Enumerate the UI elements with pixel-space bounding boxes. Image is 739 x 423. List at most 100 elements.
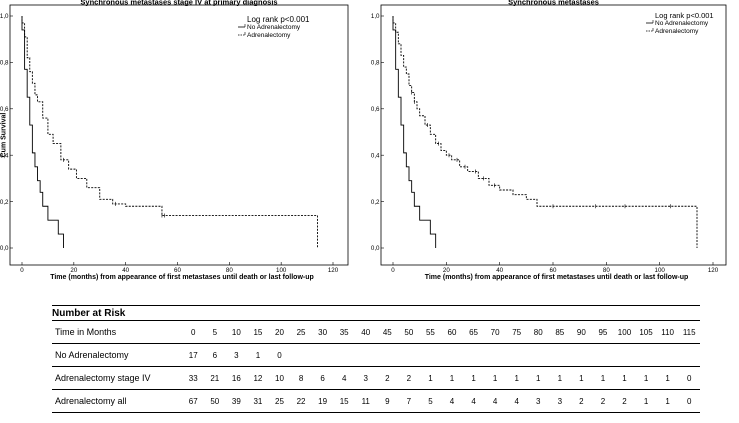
table-cell: 4 bbox=[514, 396, 519, 406]
table-cell: 85 bbox=[555, 327, 565, 337]
table-cell bbox=[484, 344, 506, 367]
number-at-risk-table: Number at Risk Time in Months 0 5 10 15 20 25 30… bbox=[52, 305, 700, 413]
table-cell: 70 bbox=[490, 327, 500, 337]
y-tick-label: 0,6 bbox=[371, 106, 380, 113]
table-cell bbox=[635, 344, 657, 367]
chart-title: Synchronous metastases bbox=[508, 0, 599, 7]
table-cell: 1 bbox=[579, 373, 584, 383]
table-cell: 2 bbox=[600, 396, 606, 406]
table-cell bbox=[463, 344, 485, 367]
table-cell: 3 bbox=[234, 350, 239, 360]
table-cell: 80 bbox=[533, 327, 543, 337]
table-cell: 4 bbox=[492, 396, 498, 406]
plot-frame bbox=[9, 4, 349, 266]
y-tick-label: 0,0 bbox=[371, 245, 380, 252]
table-cell: 4 bbox=[341, 373, 347, 383]
legend-label: No Adrenalectomy bbox=[655, 20, 709, 27]
y-axis-label: Cum Survival bbox=[1, 113, 8, 158]
table-cell bbox=[398, 344, 420, 367]
table-cell: 10 bbox=[275, 373, 284, 383]
table-cell: 25 bbox=[296, 327, 306, 337]
table-cell: 105 bbox=[639, 327, 653, 337]
table-cell: 10 bbox=[231, 327, 241, 337]
table-cell: 1 bbox=[536, 373, 541, 383]
table-cell: 30 bbox=[318, 327, 328, 337]
table-row: No Adrenalectomy 17 6 3 1 0 bbox=[52, 344, 700, 367]
table-cell: 22 bbox=[296, 396, 306, 406]
no-adrenalectomy-curve bbox=[392, 16, 437, 248]
table-cell: 1 bbox=[471, 373, 476, 383]
table-cell: 2 bbox=[579, 396, 584, 406]
table-cell: 21 bbox=[210, 373, 220, 383]
table-cell: 100 bbox=[617, 327, 632, 337]
table-cell: 50 bbox=[404, 327, 414, 337]
y-tick-label: 0,4 bbox=[0, 152, 9, 159]
table-cell: 15 bbox=[339, 396, 349, 406]
table-cell: 12 bbox=[253, 373, 263, 383]
x-tick-label: 0 bbox=[391, 267, 395, 274]
table-row: Adrenalectomy all 67 50 39 31 25 22 19 15 11 9 7 5 4 4… bbox=[52, 390, 700, 413]
legend-label: Adrenalectomy bbox=[247, 32, 291, 39]
table-cell: 35 bbox=[339, 327, 349, 337]
chart-title: Synchronous metastases stage IV at prima… bbox=[80, 0, 277, 7]
table-cell: 3 bbox=[536, 396, 541, 406]
table-cell: 45 bbox=[382, 327, 392, 337]
table-cell: 65 bbox=[469, 327, 478, 337]
log-rank-annotation: Log rank p<0.001 bbox=[247, 15, 310, 24]
table-cell: 40 bbox=[361, 327, 371, 337]
table-cell: 8 bbox=[298, 373, 304, 383]
table-cell: 20 bbox=[275, 327, 284, 337]
table-cell bbox=[571, 344, 593, 367]
y-tick-label: 0,2 bbox=[0, 199, 9, 206]
table-cell: 1 bbox=[255, 350, 261, 360]
y-tick-label: 1,0 bbox=[0, 13, 9, 20]
table-cell bbox=[506, 344, 528, 367]
no-adrenalectomy-curve bbox=[21, 16, 64, 248]
table-cell: 7 bbox=[406, 396, 412, 406]
x-tick-label: 80 bbox=[226, 267, 233, 274]
table-cell: 55 bbox=[425, 327, 435, 337]
x-tick-label: 60 bbox=[174, 267, 181, 274]
table-cell: 4 bbox=[471, 396, 476, 406]
table-cell bbox=[377, 344, 399, 367]
table-cell: 5 bbox=[428, 396, 433, 406]
table-cell: 1 bbox=[428, 373, 433, 383]
table-cell: 110 bbox=[661, 327, 674, 337]
table-cell bbox=[527, 344, 549, 367]
table-cell: 2 bbox=[622, 396, 627, 406]
table-cell: 17 bbox=[188, 350, 198, 360]
table-cell: 3 bbox=[363, 373, 368, 383]
table-cell: 67 bbox=[188, 396, 198, 406]
table-cell: 95 bbox=[598, 327, 608, 337]
plot-frame bbox=[380, 4, 727, 266]
x-tick-label: 80 bbox=[603, 267, 610, 274]
x-axis-label: Time (months) from appearance of first m… bbox=[425, 274, 689, 281]
x-tick-label: 120 bbox=[328, 267, 339, 274]
chart-stage-iv: Synchronous metastases stage IV at prima… bbox=[0, 0, 349, 281]
table-cell: 115 bbox=[682, 327, 696, 337]
table-cell bbox=[549, 344, 571, 367]
table-cell: 60 bbox=[447, 327, 457, 337]
table-cell: 2 bbox=[385, 373, 390, 383]
table-cell bbox=[614, 344, 636, 367]
x-tick-label: 40 bbox=[122, 267, 129, 274]
table-cell: 1 bbox=[557, 373, 563, 383]
x-tick-label: 0 bbox=[20, 267, 24, 274]
table-cell bbox=[290, 344, 312, 367]
table-cell: 0 bbox=[686, 373, 692, 383]
table-cell bbox=[355, 344, 377, 367]
row-label: No Adrenalectomy bbox=[55, 350, 129, 360]
y-tick-label: 0,2 bbox=[371, 199, 380, 206]
table-cell: 90 bbox=[576, 327, 586, 337]
table-cell: 3 bbox=[557, 396, 563, 406]
y-tick-label: 0,4 bbox=[371, 152, 380, 159]
table-cell: 1 bbox=[449, 373, 455, 383]
table-cell bbox=[312, 344, 334, 367]
table-cell: 1 bbox=[665, 373, 670, 383]
table-cell bbox=[678, 344, 700, 367]
row-label: Adrenalectomy all bbox=[55, 396, 127, 406]
table-cell bbox=[420, 344, 442, 367]
row-label: Time in Months bbox=[55, 327, 117, 337]
table-cell: 1 bbox=[492, 373, 498, 383]
table-cell bbox=[333, 344, 355, 367]
